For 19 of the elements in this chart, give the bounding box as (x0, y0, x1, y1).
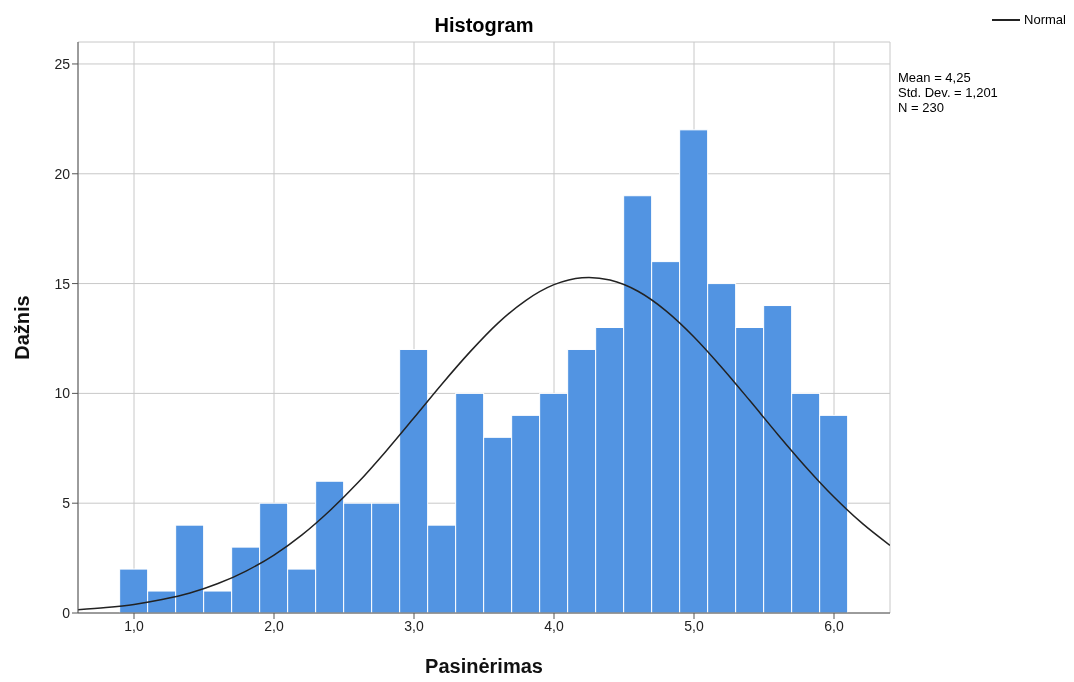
y-tick-label: 20 (54, 165, 71, 182)
x-tick-label: 2,0 (264, 617, 284, 634)
x-tick-label: 4,0 (544, 617, 564, 634)
x-tick-label: 6,0 (824, 617, 844, 634)
chart-title: Histogram (433, 14, 535, 37)
text: N = 230 (898, 100, 945, 115)
text: Mean = 4,25 (898, 70, 972, 85)
y-tick-label: 5 (62, 495, 71, 512)
x-tick-label: 1,0 (124, 617, 144, 634)
legend-label: Normal (1024, 12, 1066, 27)
y-tick-label: 15 (54, 275, 71, 292)
text: Std. Dev. = 1,201 (898, 85, 998, 100)
y-tick-label: 25 (54, 55, 71, 72)
y-axis-title: Dažnis (11, 295, 34, 360)
x-tick-label: 5,0 (684, 617, 704, 634)
x-tick-label: 3,0 (404, 617, 424, 634)
x-axis-title: Pasinėrimas (425, 655, 543, 677)
y-tick-label: 0 (62, 604, 71, 621)
y-tick-label: 10 (54, 385, 71, 402)
